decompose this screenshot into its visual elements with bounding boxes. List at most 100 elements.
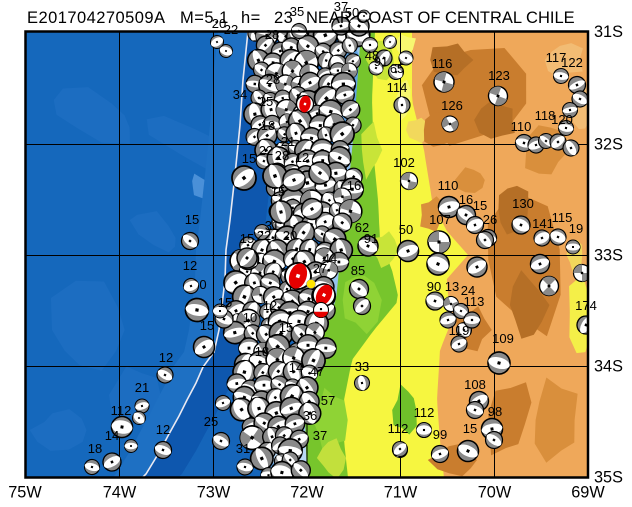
svg-text:20: 20: [212, 16, 226, 31]
svg-text:22: 22: [259, 143, 273, 158]
svg-text:31S: 31S: [594, 23, 623, 41]
svg-text:91: 91: [364, 231, 378, 246]
svg-text:120: 120: [551, 112, 573, 127]
svg-text:50: 50: [399, 222, 413, 237]
svg-text:110: 110: [438, 178, 459, 193]
svg-text:112: 112: [414, 405, 435, 420]
svg-text:20: 20: [283, 228, 297, 243]
svg-text:19: 19: [569, 221, 583, 236]
svg-text:90: 90: [427, 279, 441, 294]
svg-text:16: 16: [459, 192, 473, 207]
svg-text:14: 14: [105, 428, 119, 443]
svg-text:44: 44: [323, 251, 337, 266]
svg-text:50: 50: [345, 5, 359, 20]
svg-text:22: 22: [224, 22, 238, 37]
svg-text:12: 12: [159, 350, 173, 365]
svg-text:36: 36: [303, 408, 317, 423]
svg-text:119: 119: [449, 323, 470, 338]
svg-text:113: 113: [464, 294, 485, 309]
svg-text:16: 16: [347, 178, 361, 193]
svg-text:35: 35: [290, 4, 304, 19]
svg-text:10: 10: [243, 310, 257, 325]
svg-text:18: 18: [261, 118, 275, 133]
svg-text:109: 109: [492, 331, 514, 346]
svg-text:71W: 71W: [384, 484, 418, 502]
svg-text:12: 12: [263, 298, 277, 313]
svg-text:141: 141: [532, 216, 554, 231]
svg-text:E201704270509A: E201704270509A: [27, 9, 165, 27]
svg-text:98: 98: [488, 404, 502, 419]
svg-text:M=5.1: M=5.1: [180, 9, 229, 27]
svg-text:28: 28: [275, 148, 289, 163]
svg-text:22: 22: [257, 228, 271, 243]
svg-text:33: 33: [355, 359, 369, 374]
svg-text:117: 117: [546, 50, 567, 65]
svg-text:12: 12: [295, 150, 309, 165]
svg-text:110: 110: [511, 119, 532, 134]
svg-text:23: 23: [274, 9, 293, 27]
svg-text:28: 28: [265, 27, 279, 42]
svg-text:91: 91: [374, 54, 388, 69]
svg-text:12: 12: [156, 422, 170, 437]
svg-text:h=: h=: [241, 9, 261, 27]
svg-text:14: 14: [289, 360, 303, 375]
svg-text:126: 126: [441, 98, 463, 113]
svg-text:15: 15: [218, 295, 232, 310]
svg-text:47: 47: [310, 364, 324, 379]
svg-text:13: 13: [445, 279, 459, 294]
svg-text:15: 15: [463, 421, 477, 436]
svg-text:32S: 32S: [594, 136, 623, 154]
svg-text:122: 122: [561, 55, 583, 70]
svg-text:37: 37: [334, 0, 348, 14]
svg-text:31: 31: [236, 441, 250, 456]
svg-text:123: 123: [488, 68, 510, 83]
svg-text:116: 116: [432, 56, 453, 71]
svg-text:65: 65: [390, 61, 404, 76]
svg-text:34: 34: [233, 87, 247, 102]
svg-text:130: 130: [512, 196, 534, 211]
svg-text:75W: 75W: [8, 484, 42, 502]
svg-text:35S: 35S: [594, 469, 623, 487]
svg-text:70W: 70W: [478, 484, 512, 502]
svg-text:112: 112: [388, 421, 409, 436]
svg-text:72W: 72W: [290, 484, 324, 502]
svg-text:85: 85: [351, 263, 365, 278]
svg-text:115: 115: [552, 210, 573, 225]
svg-text:114: 114: [387, 80, 408, 95]
svg-text:12: 12: [183, 258, 197, 273]
svg-text:62: 62: [355, 220, 369, 235]
svg-text:24: 24: [461, 283, 475, 298]
svg-text:18: 18: [255, 344, 269, 359]
svg-text:31: 31: [265, 218, 279, 233]
svg-text:73W: 73W: [197, 484, 231, 502]
svg-text:15: 15: [271, 184, 285, 199]
svg-text:34S: 34S: [594, 358, 623, 376]
svg-text:25: 25: [204, 414, 218, 429]
svg-text:118: 118: [535, 108, 556, 123]
svg-text:27: 27: [313, 261, 327, 276]
svg-text:15: 15: [240, 231, 254, 246]
svg-text:112: 112: [111, 403, 132, 418]
svg-text:33S: 33S: [594, 247, 623, 265]
svg-text:18: 18: [88, 441, 102, 456]
svg-text:15: 15: [200, 318, 214, 333]
svg-text:NEAR COAST OF CENTRAL CHILE: NEAR COAST OF CENTRAL CHILE: [306, 9, 575, 27]
svg-text:21: 21: [135, 380, 149, 395]
svg-text:108: 108: [464, 377, 486, 392]
svg-text:15: 15: [242, 151, 256, 166]
svg-text:102: 102: [393, 155, 415, 170]
svg-text:174: 174: [575, 298, 597, 313]
svg-text:57: 57: [321, 393, 335, 408]
svg-text:28: 28: [266, 72, 280, 87]
svg-text:15: 15: [473, 198, 487, 213]
svg-text:0: 0: [199, 277, 206, 292]
svg-text:99: 99: [433, 427, 447, 442]
svg-text:69W: 69W: [571, 484, 605, 502]
svg-text:26: 26: [483, 212, 497, 227]
svg-text:74W: 74W: [103, 484, 137, 502]
svg-text:48: 48: [365, 48, 379, 63]
svg-text:37: 37: [313, 428, 327, 443]
svg-text:25: 25: [259, 94, 273, 109]
svg-text:15: 15: [185, 212, 199, 227]
svg-text:15: 15: [279, 320, 293, 335]
